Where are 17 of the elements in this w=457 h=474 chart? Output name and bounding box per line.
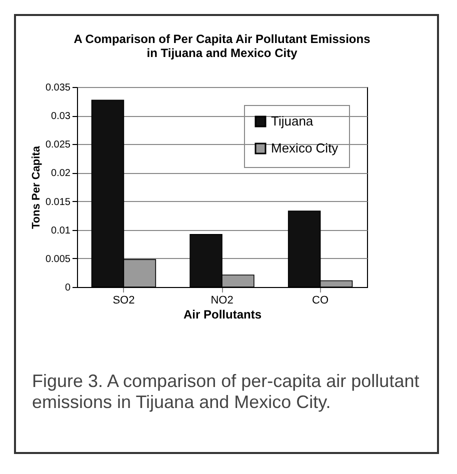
x-tick-label: NO2 — [210, 294, 234, 306]
chart-title: A Comparison of Per Capita Air Pollutant Emissions in Tijuana and Mexico City — [74, 32, 371, 60]
y-tick-label: 0.02 — [51, 168, 71, 180]
x-tick-label: CO — [312, 294, 329, 306]
y-tick-label: 0.015 — [45, 196, 71, 208]
y-tick-label: 0.01 — [51, 225, 71, 236]
y-tick-label: 0.035 — [45, 82, 71, 94]
x-axis-title: Air Pollutants — [183, 308, 262, 322]
legend-label: Mexico City — [271, 140, 339, 156]
y-tick-label: 0.03 — [51, 111, 71, 122]
x-tick-label: SO2 — [112, 294, 135, 306]
y-tick-label: 0.005 — [45, 254, 71, 265]
y-tick-label: 0 — [64, 282, 71, 294]
legend-label: Tijuana — [271, 114, 314, 128]
y-tick-label: 0.025 — [45, 140, 71, 151]
y-axis-title: Tons Per Capita — [30, 145, 42, 229]
caption: Figure 3. A comparison of per-capita air pollutant emissions in Tijuana and Mexico City. — [32, 371, 420, 413]
